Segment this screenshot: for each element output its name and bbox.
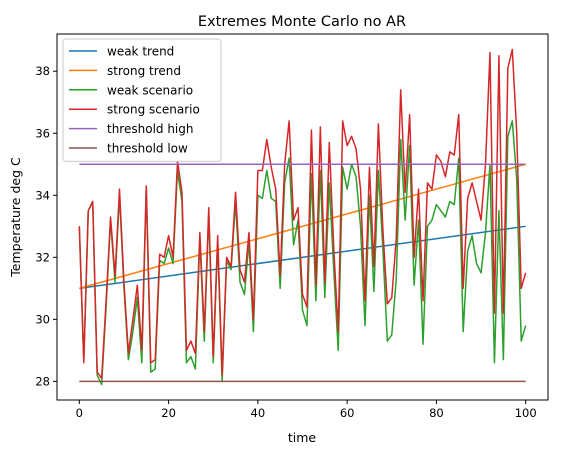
y-tick-label: 32 — [35, 250, 50, 264]
y-axis: 28 30 32 34 36 38 — [35, 64, 57, 388]
x-axis: 0 20 40 60 80 100 — [76, 400, 537, 420]
series-line-weak-scenario — [78, 120, 527, 386]
y-tick-label: 34 — [35, 188, 50, 202]
legend-label-strong-scenario: strong scenario — [107, 103, 200, 117]
x-tick-label: 20 — [161, 406, 176, 420]
x-tick-label: 100 — [515, 406, 537, 420]
legend-label-weak-trend: weak trend — [107, 45, 174, 59]
series-line-strong-scenario — [78, 48, 527, 380]
x-axis-label: time — [288, 430, 317, 445]
y-tick-label: 38 — [35, 64, 50, 78]
x-tick-label: 60 — [340, 406, 355, 420]
y-tick-label: 30 — [35, 312, 50, 326]
legend-label-threshold-high: threshold high — [107, 122, 194, 136]
series-line-weak-trend — [79, 225, 526, 290]
legend-label-strong-trend: strong trend — [107, 64, 181, 78]
x-tick-label: 40 — [251, 406, 266, 420]
plot-area-frame — [56, 33, 549, 401]
legend-label-weak-scenario: weak scenario — [107, 83, 193, 97]
y-tick-label: 36 — [35, 126, 50, 140]
legend-label-threshold-low: threshold low — [107, 142, 188, 156]
y-tick-label: 28 — [35, 374, 50, 388]
legend: weak trend strong trend weak scenario stron… — [62, 38, 222, 162]
x-tick-label: 0 — [76, 406, 83, 420]
y-axis-label: Temperature deg C — [8, 157, 23, 278]
x-tick-label: 80 — [429, 406, 444, 420]
series-layer — [78, 48, 527, 386]
chart-title: Extremes Monte Carlo no AR — [198, 14, 406, 30]
legend-box — [62, 38, 222, 162]
series-line-strong-trend — [79, 163, 526, 290]
